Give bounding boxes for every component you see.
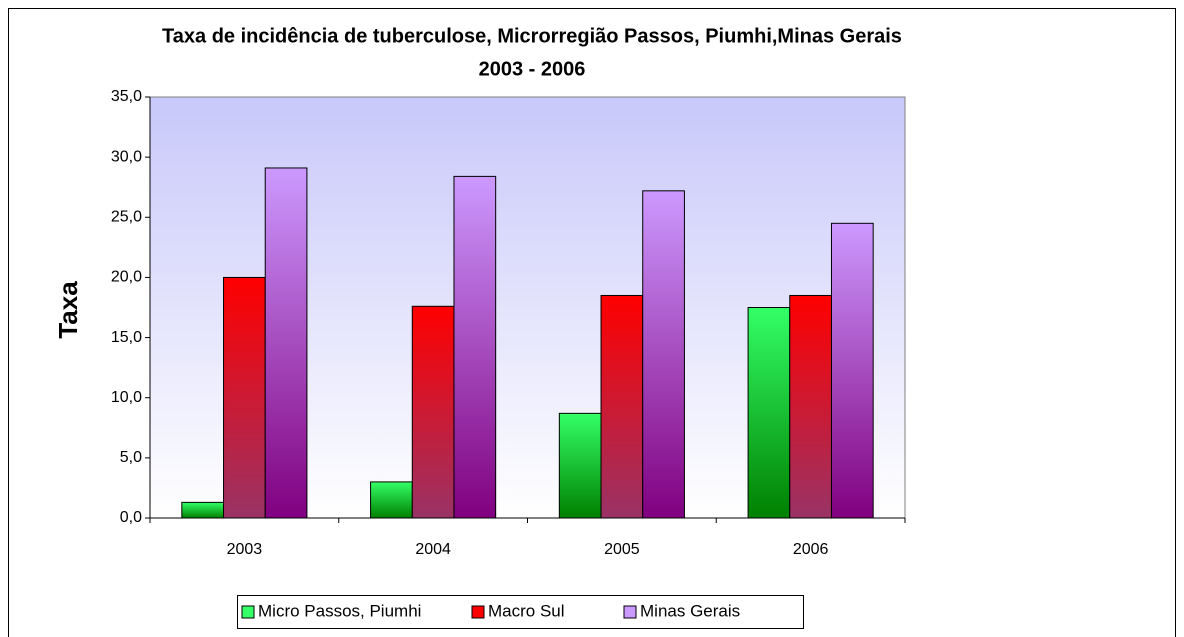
legend-label: Micro Passos, Piumhi bbox=[258, 601, 421, 620]
bar bbox=[264, 167, 308, 519]
y-tick-label: 30,0 bbox=[111, 148, 142, 165]
bar bbox=[642, 190, 685, 519]
legend-swatch bbox=[241, 605, 255, 619]
bar bbox=[453, 175, 497, 519]
legend-label: Macro Sul bbox=[488, 601, 565, 620]
bar bbox=[370, 481, 413, 519]
bar bbox=[181, 501, 225, 519]
bar bbox=[789, 294, 832, 519]
y-tick-label: 10,0 bbox=[111, 389, 142, 406]
legend-swatch bbox=[623, 605, 637, 619]
x-tick-label: 2003 bbox=[227, 541, 263, 558]
y-axis-title: Taxa bbox=[53, 281, 83, 339]
chart-title: Taxa de incidência de tuberculose, Micro… bbox=[162, 25, 902, 47]
x-tick-label: 2004 bbox=[415, 541, 451, 558]
y-tick-label: 25,0 bbox=[111, 209, 142, 226]
x-tick-label: 2006 bbox=[793, 541, 829, 558]
chart-border bbox=[8, 8, 1176, 637]
y-tick-label: 5,0 bbox=[120, 449, 142, 466]
bar bbox=[600, 294, 644, 519]
legend-swatch bbox=[471, 605, 485, 619]
bar bbox=[830, 222, 874, 519]
y-tick-label: 0,0 bbox=[120, 509, 142, 526]
x-tick-label: 2005 bbox=[604, 541, 640, 558]
bar bbox=[223, 276, 266, 519]
legend-label: Minas Gerais bbox=[640, 601, 740, 620]
y-tick-label: 35,0 bbox=[111, 88, 142, 105]
bar bbox=[747, 307, 791, 519]
chart-subtitle: 2003 - 2006 bbox=[479, 58, 586, 80]
bar bbox=[558, 412, 602, 519]
bar bbox=[411, 305, 455, 519]
y-tick-label: 15,0 bbox=[111, 329, 142, 346]
legend-box bbox=[237, 595, 804, 629]
y-tick-label: 20,0 bbox=[111, 269, 142, 286]
